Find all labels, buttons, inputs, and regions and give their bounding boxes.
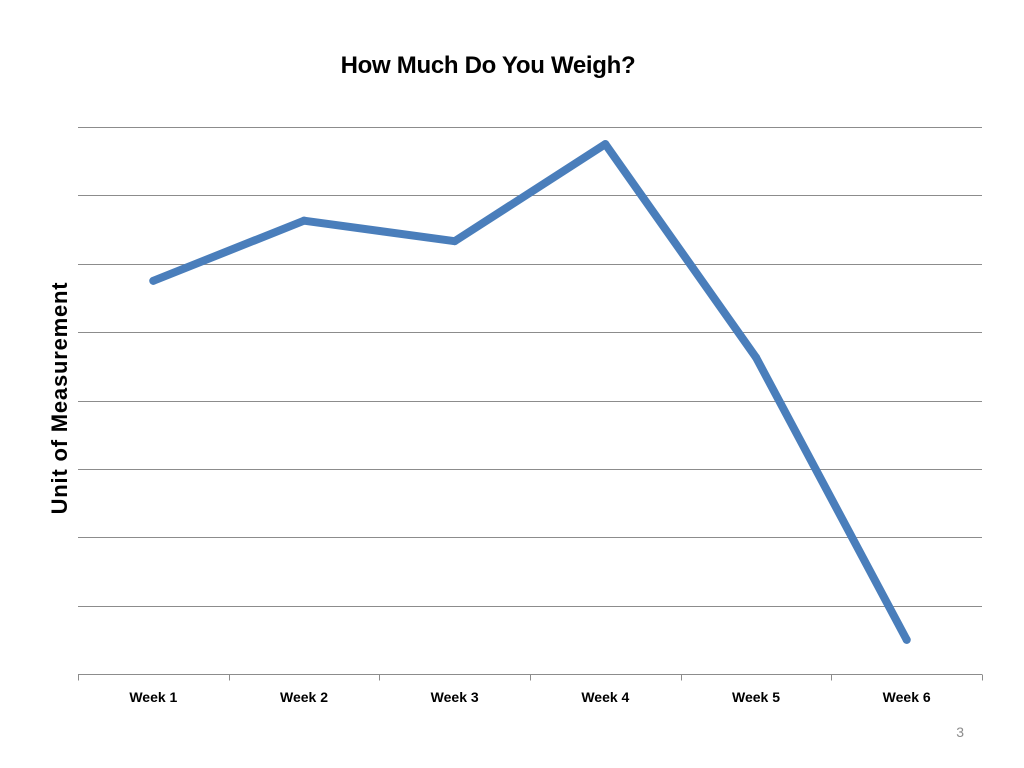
gridlines — [78, 127, 982, 607]
slide-number: 3 — [956, 724, 964, 740]
data-point — [752, 353, 760, 362]
x-tick-labels: Week 1 Week 2 Week 3 Week 4 Week 5 Week 6 — [129, 689, 931, 705]
data-point — [300, 216, 308, 225]
data-point — [601, 140, 610, 149]
x-tick-label: Week 3 — [431, 689, 479, 705]
data-point — [149, 276, 158, 285]
series-layer — [149, 140, 911, 644]
x-tick-label: Week 5 — [732, 689, 780, 705]
data-point — [902, 635, 911, 644]
x-tick-label: Week 2 — [280, 689, 328, 705]
x-tick-label: Week 6 — [883, 689, 931, 705]
x-tick-label: Week 4 — [581, 689, 629, 705]
chart-title: How Much Do You Weigh? — [340, 52, 636, 79]
x-tick-label: Week 1 — [129, 689, 177, 705]
series-line — [149, 140, 911, 644]
data-point — [450, 237, 459, 246]
x-axis — [78, 674, 983, 681]
